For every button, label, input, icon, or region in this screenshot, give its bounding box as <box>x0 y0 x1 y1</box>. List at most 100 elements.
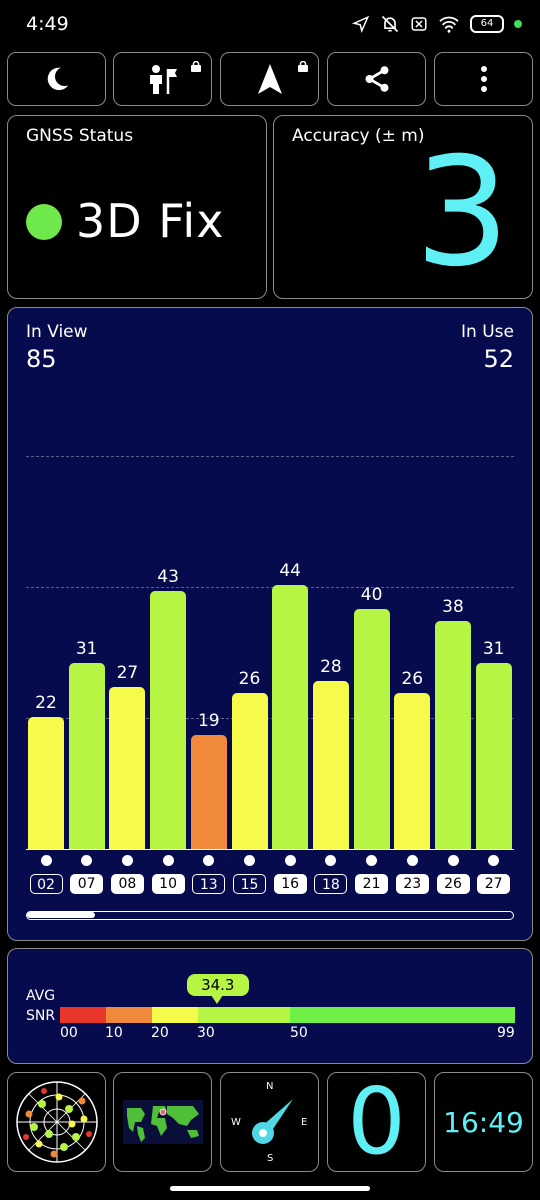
bar-value-label: 26 <box>401 669 424 689</box>
satellite-id-label[interactable]: 10 <box>151 874 185 894</box>
scrollbar-thumb[interactable] <box>27 912 95 918</box>
in-view-count: 85 <box>26 345 57 373</box>
fix-status-value: 3D Fix <box>76 194 225 248</box>
snr-label: SNR <box>26 1008 56 1024</box>
satellite-id-label[interactable]: 02 <box>29 874 63 894</box>
grid-line <box>26 456 514 457</box>
accuracy-panel[interactable]: Accuracy (± m) 3 <box>273 115 533 299</box>
marker-pointer <box>210 995 223 1004</box>
satellite-dot <box>203 855 215 866</box>
satellite-id-label[interactable]: 07 <box>70 874 104 894</box>
status-bar: 4:49 64 <box>0 0 540 48</box>
signal-bar-21 <box>353 609 390 849</box>
satellite-dot <box>244 855 255 866</box>
no-sim-icon <box>411 17 427 31</box>
bar-value-label: 38 <box>442 597 464 617</box>
compass-button[interactable]: N E S W <box>220 1072 319 1172</box>
home-indicator[interactable] <box>170 1186 370 1191</box>
satellite-id-label[interactable]: 27 <box>477 874 511 894</box>
in-use-count: 52 <box>483 345 514 373</box>
chart-baseline <box>26 849 514 850</box>
gnss-status-panel[interactable]: GNSS Status 3D Fix <box>7 115 267 299</box>
moon-icon <box>47 67 68 91</box>
satellite-id-label[interactable]: 23 <box>395 874 429 894</box>
snr-tick-label: 10 <box>105 1025 123 1041</box>
bar-value-label: 40 <box>360 585 383 605</box>
compass-south-label: S <box>267 1153 274 1164</box>
wifi-icon <box>439 16 459 33</box>
satellite-id-label[interactable]: 08 <box>110 874 144 894</box>
battery-indicator: 64 <box>470 15 504 33</box>
snr-tick-label: 20 <box>151 1025 169 1041</box>
navigation-arrow-icon <box>257 64 282 94</box>
navigate-button[interactable] <box>220 52 319 106</box>
signal-bar-08 <box>109 687 146 849</box>
satellite-id-label[interactable]: 18 <box>314 874 348 894</box>
clock-button[interactable]: 16:49 <box>434 1072 533 1172</box>
bar-value-label: 31 <box>482 639 505 659</box>
satellite-dot <box>81 855 93 866</box>
more-options-button[interactable] <box>434 52 533 106</box>
satellite-dot <box>325 855 337 866</box>
compass-north-label: N <box>266 1081 274 1092</box>
status-icons: 64 <box>352 14 522 34</box>
bar-value-label: 19 <box>197 711 220 731</box>
satellite-dot <box>284 855 296 866</box>
compass-needle-icon <box>252 1099 293 1144</box>
waypoint-button[interactable] <box>113 52 212 106</box>
satellite-id-label[interactable]: 16 <box>273 874 307 894</box>
counter-value: 0 <box>347 1068 406 1175</box>
grid-line <box>26 718 514 719</box>
signal-bar-07 <box>68 663 105 849</box>
muted-bell-icon <box>381 15 399 33</box>
share-button[interactable] <box>327 52 426 106</box>
snr-tick-label: 99 <box>497 1025 515 1041</box>
snr-tick-label: 00 <box>60 1025 78 1041</box>
in-use-label: In Use <box>461 322 514 342</box>
more-vert-icon <box>480 66 487 92</box>
grid-line <box>26 587 514 588</box>
accuracy-value: 3 <box>414 126 510 300</box>
snr-tick-label: 30 <box>197 1025 215 1041</box>
skyplot-icon <box>15 1081 98 1163</box>
bar-value-label: 27 <box>116 663 139 683</box>
signal-bar-27 <box>475 663 512 849</box>
compass-east-label: E <box>301 1117 308 1128</box>
satellite-dot <box>366 855 378 866</box>
in-view-label: In View <box>26 322 88 342</box>
satellite-dot <box>162 855 174 866</box>
night-mode-button[interactable] <box>7 52 106 106</box>
satellite-dot <box>488 855 500 866</box>
satellite-dot <box>40 855 52 866</box>
snr-scale-segment <box>152 1007 198 1023</box>
lock-icon <box>298 61 308 72</box>
person-flag-icon <box>149 65 177 94</box>
bar-value-label: 43 <box>157 567 179 587</box>
signal-bar-10 <box>150 591 187 849</box>
satellite-id-label[interactable]: 21 <box>355 874 389 894</box>
bar-value-label: 28 <box>320 657 342 677</box>
world-map-button[interactable] <box>113 1072 212 1172</box>
accuracy-title: Accuracy (± m) <box>292 126 425 146</box>
satellite-id-label[interactable]: 13 <box>192 874 226 894</box>
avg-snr-panel[interactable] <box>7 948 533 1064</box>
satellite-id-label[interactable]: 26 <box>436 874 470 894</box>
chart-scrollbar[interactable] <box>26 911 514 920</box>
clock-value: 16:49 <box>443 1105 524 1139</box>
bar-value-label: 22 <box>35 693 57 713</box>
avg-label: AVG <box>26 988 56 1004</box>
gnss-status-title: GNSS Status <box>26 126 134 146</box>
lock-icon <box>191 61 201 72</box>
bar-value-label: 31 <box>75 639 98 659</box>
world-map-icon <box>122 1100 203 1144</box>
privacy-dot-icon <box>514 20 522 28</box>
share-icon <box>365 66 388 92</box>
snr-scale-segment <box>60 1007 106 1023</box>
skyplot-button[interactable] <box>7 1072 106 1172</box>
counter-button[interactable]: 0 <box>327 1072 426 1172</box>
signal-bar-13 <box>190 735 227 849</box>
satellite-id-label[interactable]: 15 <box>233 874 266 894</box>
snr-scale-segment <box>198 1007 290 1023</box>
bar-value-label: 26 <box>238 669 261 689</box>
compass-west-label: W <box>231 1117 241 1128</box>
